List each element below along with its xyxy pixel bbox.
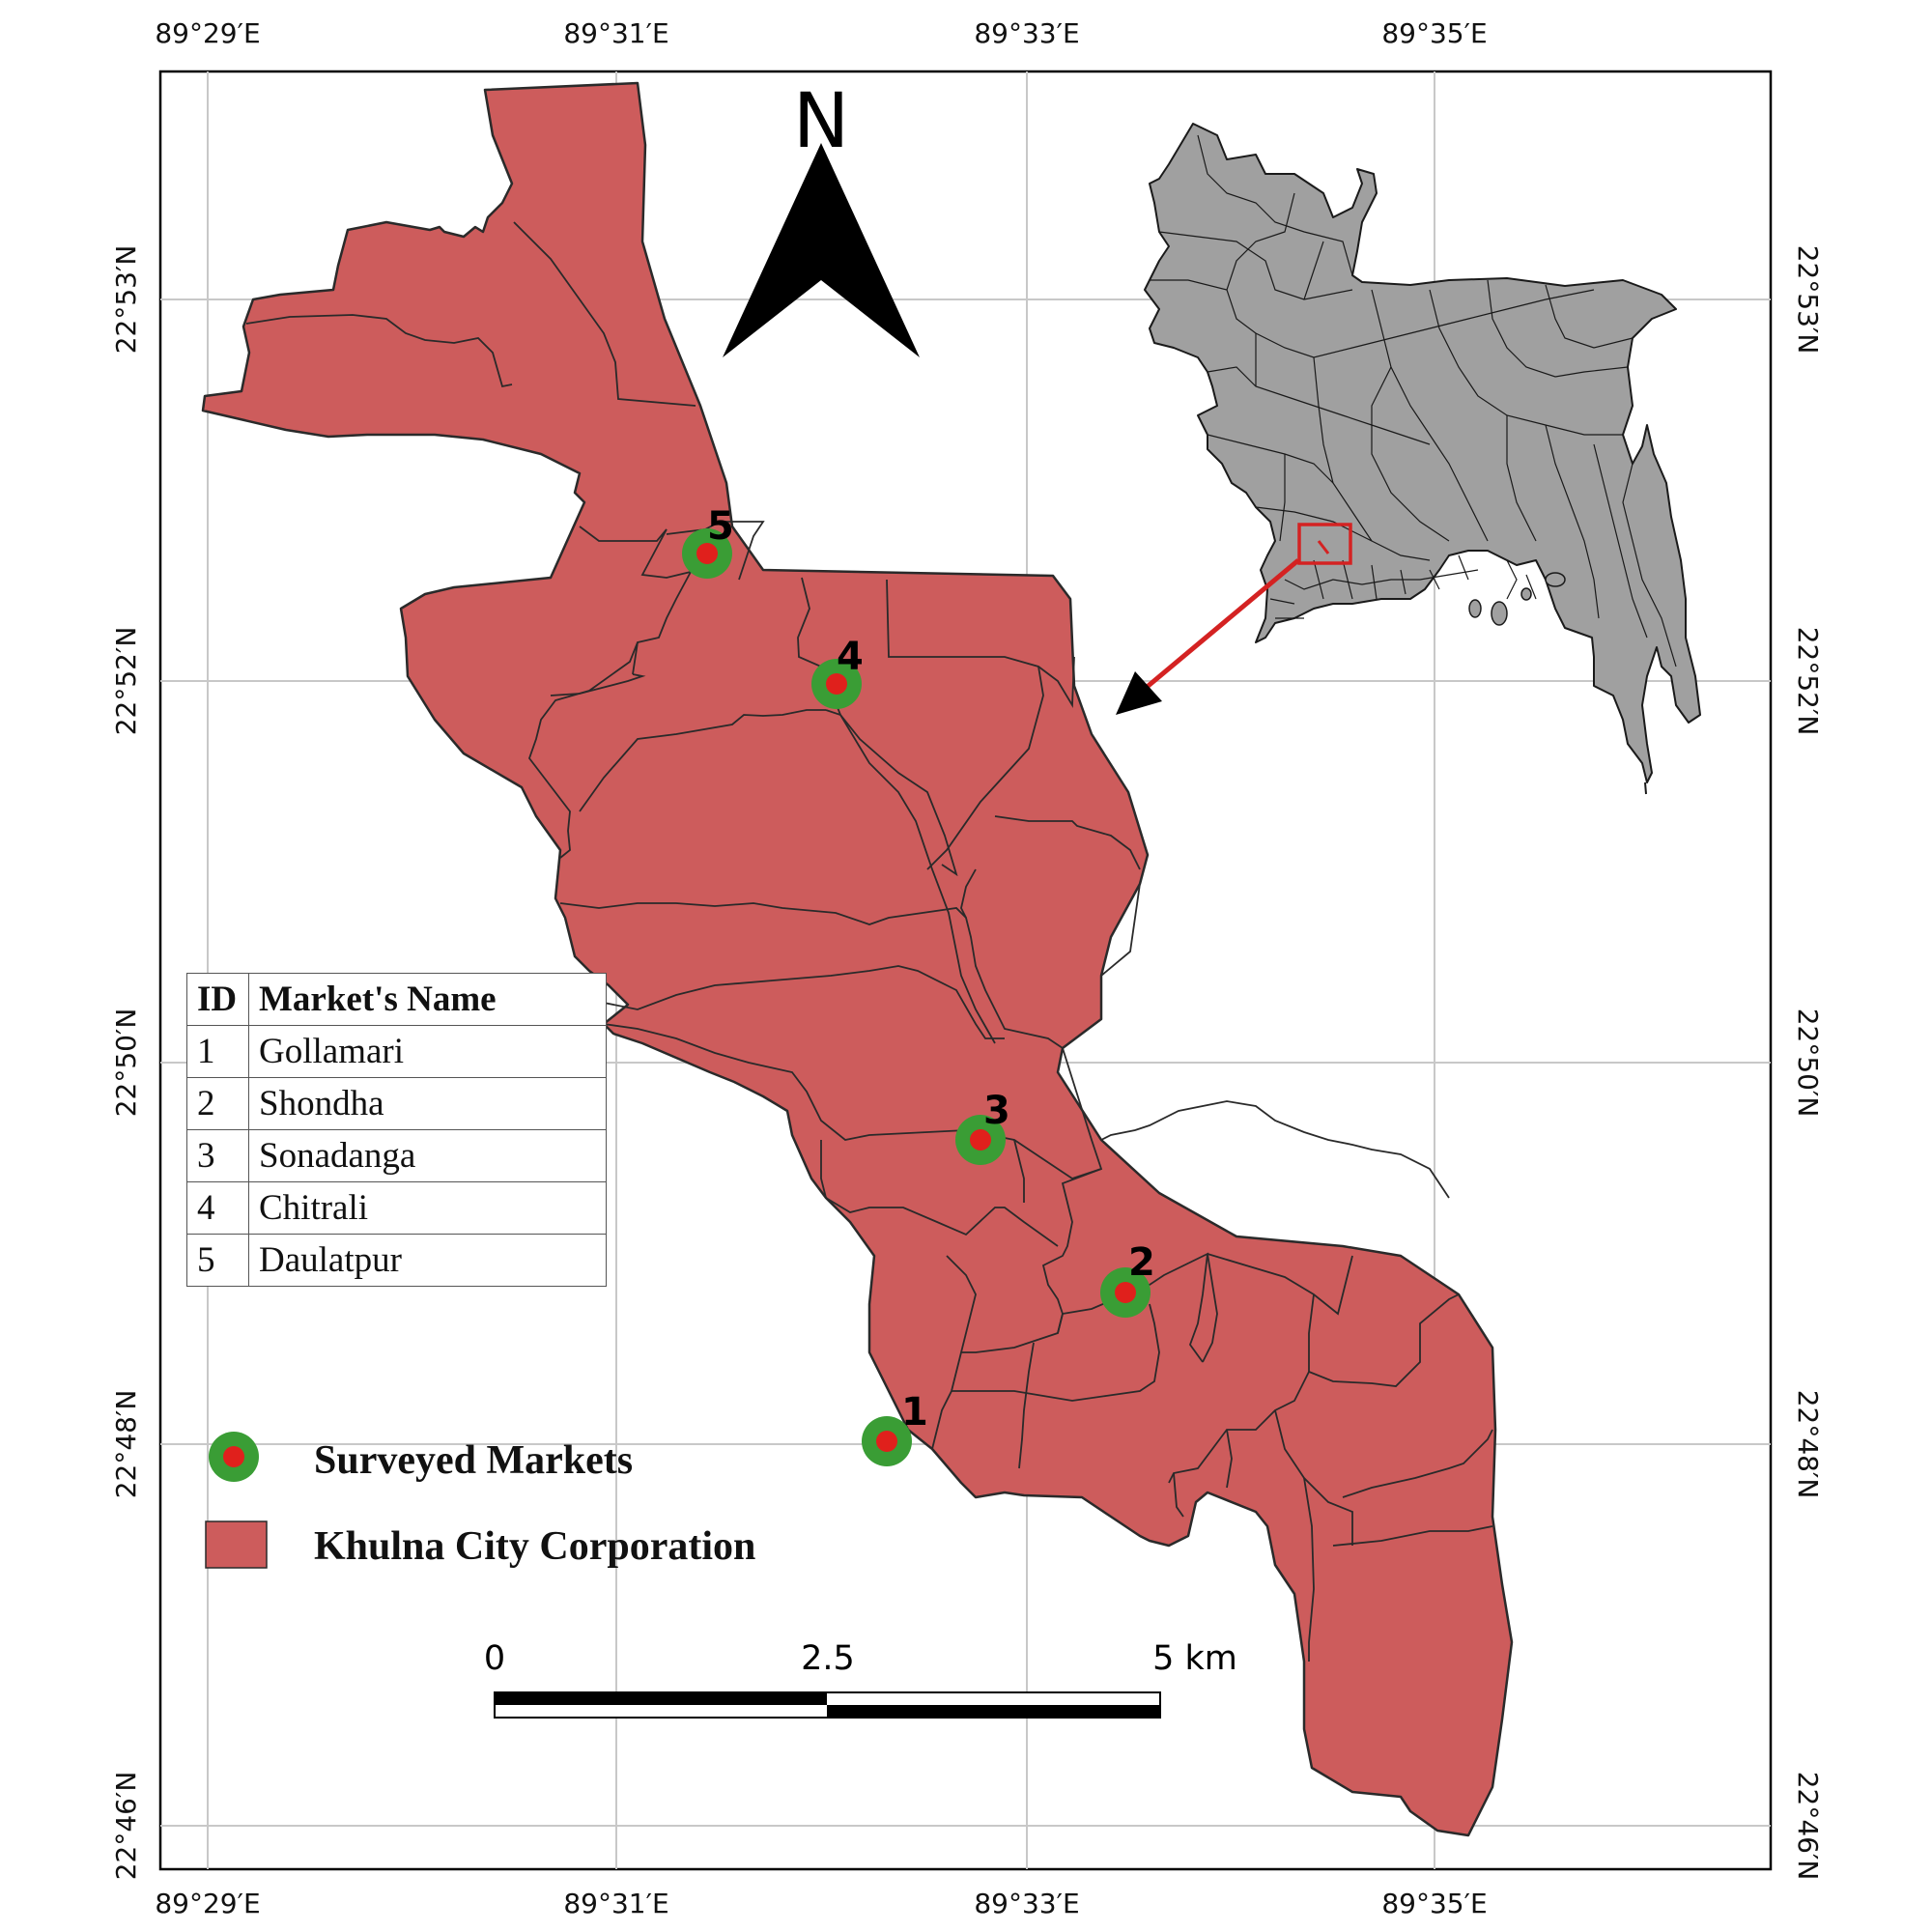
scale-label-end: 5 km (1152, 1639, 1237, 1678)
scale-bar: 0 2.5 5 km (484, 1639, 1237, 1719)
north-label: N (793, 78, 849, 165)
market-marker-2[interactable]: 2 (1100, 1240, 1155, 1318)
lat-label-left-4: 22°48′N (110, 1390, 142, 1499)
lon-label-bottom-1: 89°29′E (155, 1888, 260, 1919)
lon-label-top-1: 89°29′E (155, 17, 260, 49)
market-marker-3[interactable]: 3 (955, 1089, 1010, 1165)
lat-label-left-3: 22°50′N (110, 1009, 142, 1118)
north-arrow: N (723, 78, 920, 357)
lat-label-left-2: 22°52′N (110, 627, 142, 736)
market-marker-2-id: 2 (1128, 1240, 1155, 1285)
scale-label-0: 0 (484, 1639, 505, 1678)
inset-pointer-arrow (1116, 558, 1300, 715)
table-cell-id: 2 (186, 1077, 249, 1130)
table-header-name: Market's Name (248, 973, 607, 1026)
table-header-row: ID Market's Name (186, 973, 607, 1026)
market-marker-4-id: 4 (837, 635, 864, 679)
table-row: 2 Shondha (186, 1077, 607, 1130)
lat-label-left-5: 22°46′N (110, 1772, 142, 1881)
lat-label-right-3: 22°50′N (1792, 1009, 1824, 1118)
lon-label-top-4: 89°35′E (1381, 17, 1487, 49)
market-marker-5[interactable]: 5 (682, 504, 734, 579)
khulna-city-polygon (201, 81, 1514, 1837)
ward-boundaries (245, 221, 1493, 1662)
lon-label-top-2: 89°31′E (563, 17, 668, 49)
legend-area-symbol (205, 1520, 268, 1569)
lon-label-bottom-4: 89°35′E (1381, 1888, 1487, 1919)
table-header-id: ID (186, 973, 249, 1026)
table-cell-name: Sonadanga (248, 1129, 607, 1182)
market-marker-3-id: 3 (983, 1089, 1010, 1133)
lat-label-right-5: 22°46′N (1792, 1772, 1824, 1881)
table-cell-id: 3 (186, 1129, 249, 1182)
market-marker-1-id: 1 (901, 1390, 928, 1435)
market-marker-1[interactable]: 1 (862, 1390, 928, 1466)
lon-label-top-3: 89°33′E (974, 17, 1079, 49)
north-arrow-icon (723, 143, 920, 357)
legend-markets-label: Surveyed Markets (314, 1438, 633, 1483)
table-cell-name: Shondha (248, 1077, 607, 1130)
table-row: 4 Chitrali (186, 1181, 607, 1235)
market-marker-4[interactable]: 4 (811, 635, 864, 709)
market-marker-5-id: 5 (707, 504, 734, 549)
lat-label-left-1: 22°53′N (110, 245, 142, 355)
table-row: 3 Sonadanga (186, 1129, 607, 1182)
table-cell-name: Gollamari (248, 1025, 607, 1078)
table-row: 1 Gollamari (186, 1025, 607, 1078)
district-boundaries (1150, 134, 1677, 668)
market-table: ID Market's Name 1 Gollamari 2 Shondha 3… (186, 973, 607, 1287)
table-cell-id: 1 (186, 1025, 249, 1078)
table-row: 5 Daulatpur (186, 1234, 607, 1287)
legend-area-label: Khulna City Corporation (314, 1524, 755, 1569)
table-cell-name: Chitrali (248, 1181, 607, 1235)
lon-label-bottom-3: 89°33′E (974, 1888, 1079, 1919)
table-cell-id: 5 (186, 1234, 249, 1287)
market-markers: 1 2 3 4 5 (682, 504, 1155, 1466)
map-legend: Surveyed Markets Khulna City Corporation (205, 1432, 755, 1569)
lat-label-right-2: 22°52′N (1792, 627, 1824, 736)
lat-label-right-1: 22°53′N (1792, 245, 1824, 355)
lat-label-right-4: 22°48′N (1792, 1390, 1824, 1499)
table-cell-name: Daulatpur (248, 1234, 607, 1287)
table-cell-id: 4 (186, 1181, 249, 1235)
scale-label-mid: 2.5 (801, 1639, 855, 1678)
lon-label-bottom-2: 89°31′E (563, 1888, 668, 1919)
study-area-box (1297, 523, 1352, 565)
bangladesh-inset (1144, 123, 1701, 795)
